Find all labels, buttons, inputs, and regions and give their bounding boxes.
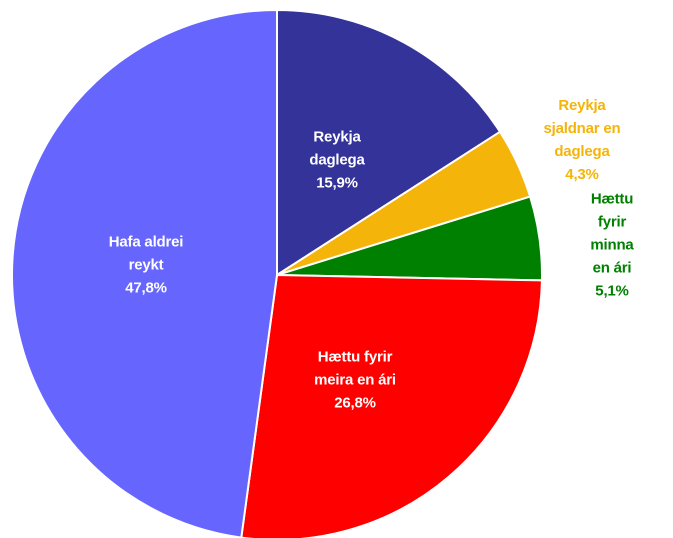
slice-label: Reykja daglega 15,9%: [309, 126, 364, 195]
value-label: 5,1%: [595, 282, 629, 300]
category-label: Hættu fyrir minna en ári: [590, 190, 634, 277]
slice-label: Hættu fyrir meira en ári 26,8%: [314, 346, 396, 415]
value-label: 4,3%: [565, 166, 599, 183]
category-label: Hættu fyrir meira en ári: [314, 348, 396, 389]
pie-slice: [11, 8, 278, 538]
pie-slice: [276, 8, 502, 277]
pie-slice: [240, 273, 543, 538]
category-label: Hafa aldrei reykt: [108, 233, 184, 274]
value-label: 47,8%: [125, 279, 167, 297]
value-label: 15,9%: [316, 174, 358, 192]
category-label: Reykja daglega: [309, 128, 365, 169]
slice-label: Reykja sjaldnar en daglega 4,3%: [544, 94, 621, 186]
category-label: Reykja sjaldnar en daglega: [543, 97, 621, 160]
slice-label: Hættu fyrir minna en ári 5,1%: [582, 188, 643, 303]
slice-label: Hafa aldrei reykt 47,8%: [109, 231, 184, 300]
value-label: 26,8%: [334, 394, 376, 412]
